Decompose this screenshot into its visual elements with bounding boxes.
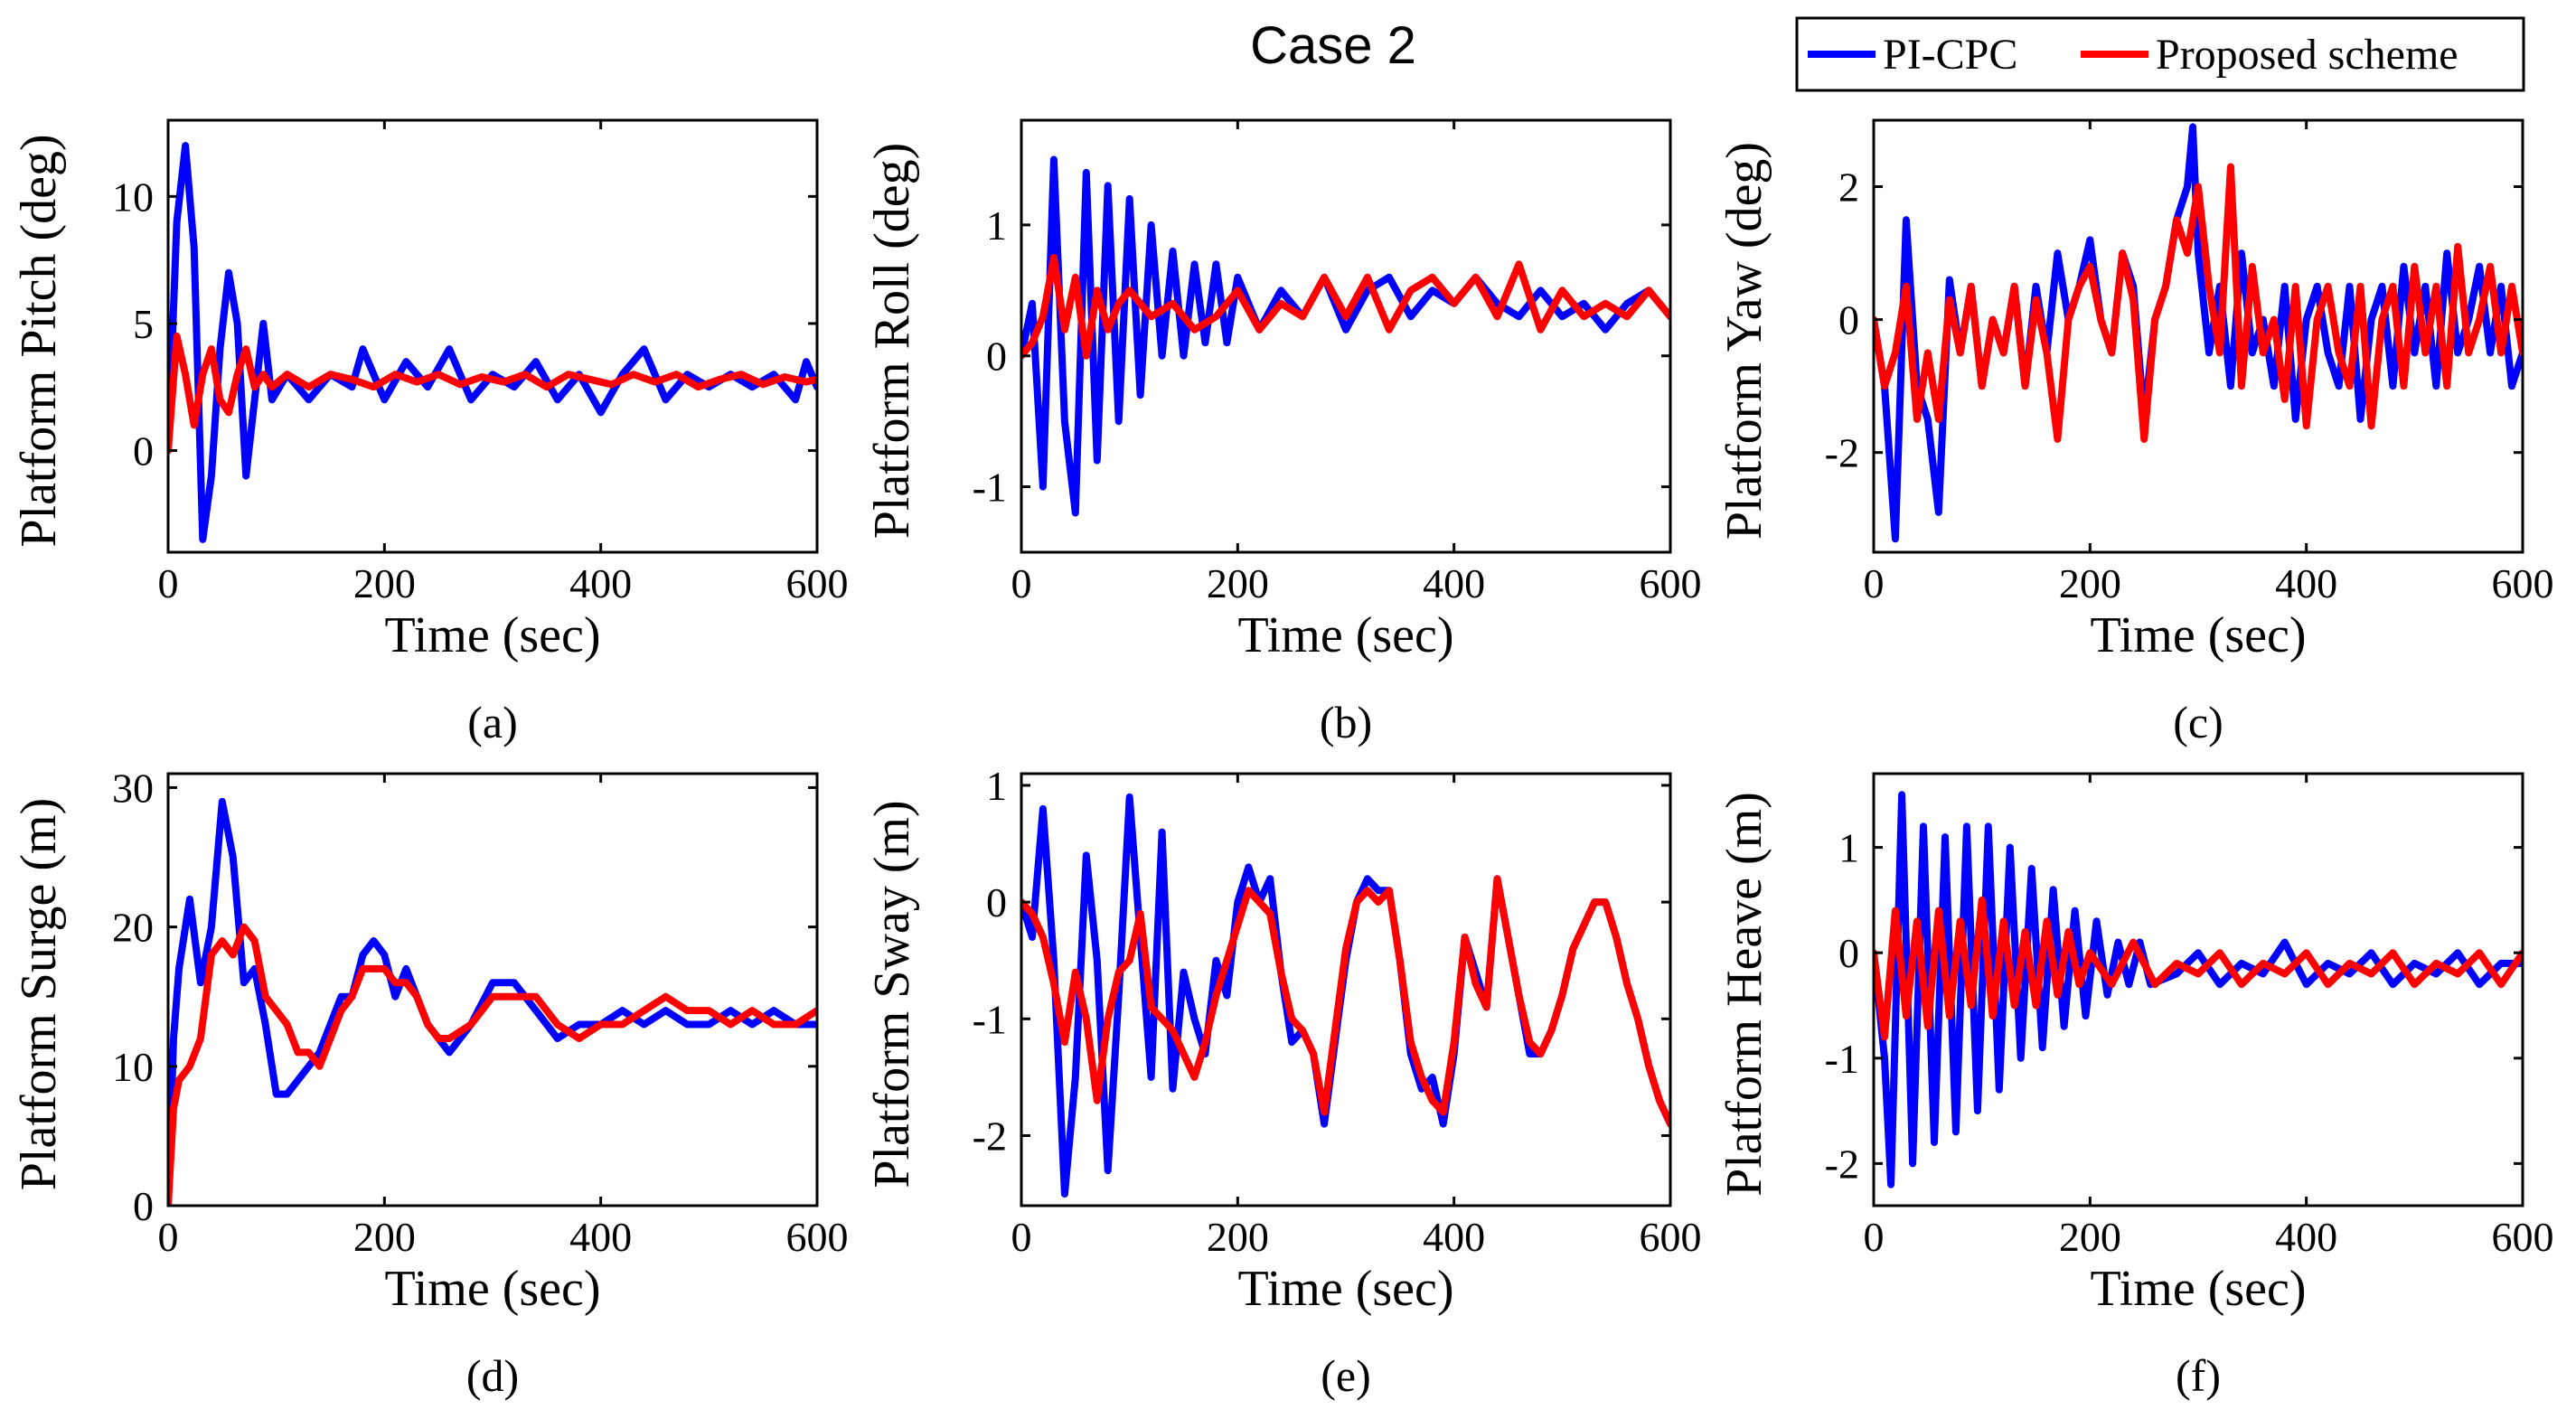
axes-box — [166, 118, 819, 554]
y-tick-label: -1 — [973, 996, 1007, 1042]
series-line-pi-cpc — [1021, 793, 1670, 1198]
x-axis-label: Time (sec) — [1237, 607, 1453, 663]
series-line-pi-cpc — [1874, 791, 2523, 1188]
y-tick-label: -2 — [1825, 430, 1859, 476]
y-tick-label: 0 — [133, 1183, 154, 1229]
y-tick-label: 1 — [986, 202, 1007, 249]
y-axis-label: Platform Roll (deg) — [864, 143, 920, 540]
x-tick-label: 0 — [1011, 1214, 1032, 1260]
y-tick-label: 1 — [1838, 825, 1859, 871]
x-tick-label: 200 — [353, 560, 416, 606]
x-tick-label: 600 — [1640, 560, 1702, 606]
y-tick-label: 0 — [1838, 297, 1859, 343]
y-tick-label: -1 — [973, 465, 1007, 511]
axes-box — [1872, 772, 2524, 1207]
series-line-proposed-scheme — [1021, 875, 1670, 1128]
x-tick-label: 200 — [1207, 560, 1269, 606]
y-tick-label: 0 — [986, 879, 1007, 925]
y-tick-label: 1 — [986, 763, 1007, 809]
y-axis-label: Platform Sway (m) — [864, 800, 920, 1188]
subfigure-label: (f) — [2176, 1350, 2221, 1401]
x-tick-label: 600 — [786, 1214, 849, 1260]
subfigure-label: (a) — [467, 697, 518, 747]
y-tick-label: 0 — [1838, 930, 1859, 976]
x-tick-label: 200 — [2059, 560, 2121, 606]
figure-title: Case 2 — [1250, 16, 1416, 75]
series-line-proposed-scheme — [1874, 163, 2523, 443]
x-axis-label: Time (sec) — [1237, 1261, 1453, 1317]
panel-b: 0 200 400 600 -1 0 1 Time (sec) Platform Roll (d… — [864, 118, 1702, 747]
legend: PI-CPC Proposed scheme — [1795, 16, 2525, 92]
x-tick-label: 400 — [569, 560, 632, 606]
y-tick-label: 30 — [112, 765, 154, 811]
x-axis-label: Time (sec) — [384, 1261, 600, 1317]
axes-box — [1020, 772, 1672, 1207]
x-tick-label: 200 — [353, 1214, 416, 1260]
y-tick-label: 2 — [1838, 164, 1859, 211]
series-line-proposed-scheme — [168, 923, 817, 1206]
axes-box — [1020, 118, 1672, 554]
x-tick-label: 0 — [158, 1214, 179, 1260]
y-axis-label: Platform Yaw (deg) — [1716, 142, 1772, 540]
y-axis-label: Platform Heave (m) — [1716, 792, 1772, 1197]
x-tick-label: 400 — [1423, 560, 1485, 606]
series-line-pi-cpc — [1021, 155, 1670, 517]
panel-f: 0 200 400 600 -2 -1 0 1 Time (sec) Platform Heave… — [1716, 772, 2554, 1401]
x-tick-label: 600 — [786, 560, 849, 606]
y-tick-label: 0 — [133, 428, 154, 474]
x-tick-label: 200 — [1207, 1214, 1269, 1260]
legend-label-proposed-scheme: Proposed scheme — [2156, 31, 2458, 79]
y-tick-label: 10 — [112, 174, 154, 220]
axes-box — [166, 772, 819, 1207]
y-tick-label: -2 — [1825, 1141, 1859, 1187]
x-axis-label: Time (sec) — [2090, 1261, 2306, 1317]
x-tick-label: 0 — [1864, 1214, 1885, 1260]
legend-box — [1795, 16, 2525, 92]
subfigure-label: (b) — [1320, 697, 1372, 747]
x-tick-label: 600 — [2492, 560, 2554, 606]
series-line-proposed-scheme — [1021, 254, 1670, 360]
series-line-pi-cpc — [168, 142, 817, 543]
y-tick-label: -2 — [973, 1113, 1007, 1159]
y-tick-label: 5 — [133, 301, 154, 347]
x-tick-label: 400 — [2275, 560, 2337, 606]
y-tick-label: 20 — [112, 905, 154, 951]
x-tick-label: 200 — [2059, 1214, 2121, 1260]
series-line-pi-cpc — [168, 797, 817, 1206]
x-tick-label: 600 — [1640, 1214, 1702, 1260]
subfigure-label: (e) — [1321, 1350, 1371, 1401]
series-line-proposed-scheme — [168, 333, 817, 455]
y-axis-label: Platform Pitch (deg) — [11, 134, 67, 547]
panel-e: 0 200 400 600 -2 -1 0 1 Time (sec) Platform Sway … — [864, 763, 1702, 1401]
x-axis-label: Time (sec) — [384, 607, 600, 663]
axes-box — [1872, 118, 2524, 554]
x-axis-label: Time (sec) — [2090, 607, 2306, 663]
x-tick-label: 0 — [158, 560, 179, 606]
panel-a: 0 200 400 600 0 5 10 Time (sec) Platform Pitch (… — [11, 118, 849, 747]
x-tick-label: 400 — [1423, 1214, 1485, 1260]
y-axis-label: Platform Surge (m) — [11, 798, 67, 1190]
panel-c: 0 200 400 600 -2 0 2 Time (sec) Platform Yaw (de… — [1716, 118, 2554, 747]
y-tick-label: 0 — [986, 334, 1007, 380]
x-tick-label: 0 — [1864, 560, 1885, 606]
series-line-proposed-scheme — [1874, 896, 2523, 1041]
y-tick-label: 10 — [112, 1044, 154, 1090]
x-tick-label: 0 — [1011, 560, 1032, 606]
subfigure-label: (c) — [2173, 697, 2223, 747]
panel-d: 0 200 400 600 0 10 20 30 Time (sec) Platform Surg… — [11, 765, 849, 1401]
y-tick-label: -1 — [1825, 1036, 1859, 1082]
x-tick-label: 600 — [2492, 1214, 2554, 1260]
subfigure-label: (d) — [466, 1350, 519, 1401]
x-tick-label: 400 — [569, 1214, 632, 1260]
x-tick-label: 400 — [2275, 1214, 2337, 1260]
legend-label-pi-cpc: PI-CPC — [1883, 31, 2017, 79]
